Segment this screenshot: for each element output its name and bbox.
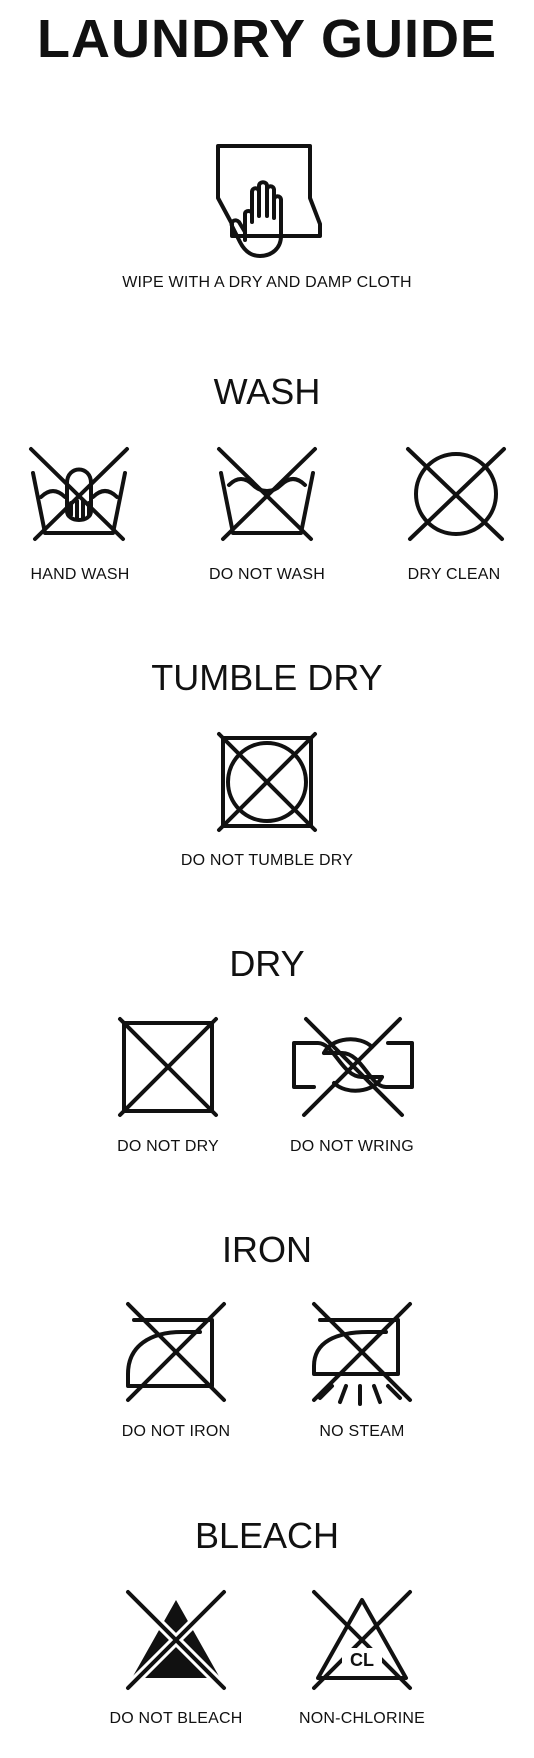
- no-steam-icon: [310, 1302, 414, 1412]
- do-not-iron-label: DO NOT IRON: [121, 1423, 231, 1440]
- no-steam-label: NO STEAM: [319, 1423, 405, 1440]
- do-not-dry-icon: [116, 1017, 220, 1117]
- do-not-iron-icon: [124, 1302, 228, 1402]
- chlorine-badge: CL: [342, 1648, 382, 1672]
- do-not-tumble-dry-label: DO NOT TUMBLE DRY: [180, 852, 354, 869]
- section-title-dry: DRY: [229, 943, 305, 984]
- section-title-iron: IRON: [222, 1229, 312, 1270]
- hand-wash-label: HAND WASH: [30, 566, 130, 583]
- page-title: LAUNDRY GUIDE: [36, 9, 498, 69]
- section-title-bleach: BLEACH: [194, 1515, 340, 1556]
- dry-clean-label: DRY CLEAN: [407, 566, 501, 583]
- do-not-wring-label: DO NOT WRING: [290, 1138, 414, 1155]
- do-not-wash-icon: [215, 445, 319, 541]
- hand-wash-icon: [27, 445, 131, 541]
- section-title-wash: WASH: [213, 371, 321, 412]
- section-title-tumble-dry: TUMBLE DRY: [151, 657, 383, 698]
- do-not-bleach-label: DO NOT BLEACH: [109, 1710, 243, 1727]
- wipe-cloth-icon: [210, 140, 325, 260]
- do-not-bleach-icon: [123, 1587, 229, 1693]
- wipe-cloth-label: WIPE WITH A DRY AND DAMP CLOTH: [122, 274, 412, 291]
- non-chlorine-bleach-icon: CL: [310, 1590, 414, 1690]
- do-not-wring-icon: [290, 1017, 416, 1117]
- do-not-wash-label: DO NOT WASH: [209, 566, 325, 583]
- do-not-tumble-dry-icon: [215, 732, 319, 832]
- dry-clean-icon: [404, 445, 508, 541]
- non-chlorine-label: NON-CHLORINE: [299, 1710, 425, 1727]
- do-not-dry-label: DO NOT DRY: [117, 1138, 219, 1155]
